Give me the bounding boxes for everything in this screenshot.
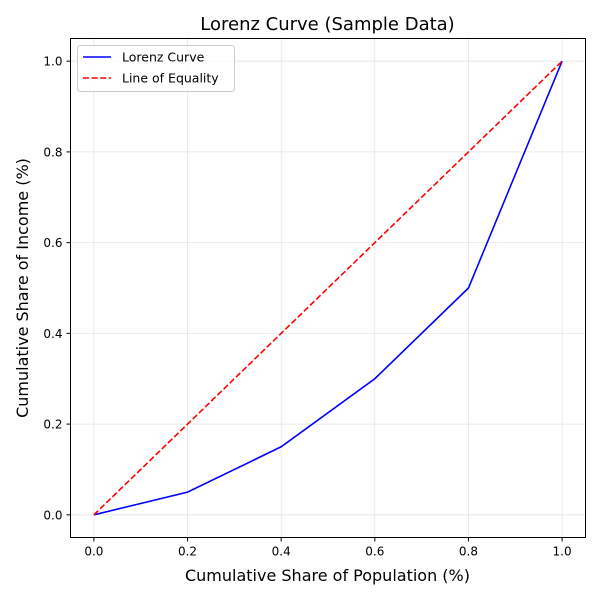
y-tick-label: 0.2 [43,418,62,432]
x-tick-label: 0.2 [178,545,197,559]
chart-title: Lorenz Curve (Sample Data) [200,14,454,35]
y-tick-label: 0.0 [43,508,62,522]
y-tick-label: 0.6 [43,236,62,250]
y-axis-label: Cumulative Share of Income (%) [13,158,32,418]
x-tick-label: 0.0 [84,545,103,559]
y-tick-label: 0.8 [43,145,62,159]
legend-label-0: Lorenz Curve [122,50,205,65]
y-tick-label: 0.4 [43,327,62,341]
x-tick-label: 0.8 [459,545,478,559]
x-tick-label: 0.6 [365,545,384,559]
x-axis-label: Cumulative Share of Population (%) [185,566,470,585]
legend-label-1: Line of Equality [122,71,219,86]
x-tick-label: 0.4 [272,545,291,559]
legend-box [77,45,235,92]
plot-frame [70,38,586,538]
legend: Lorenz Curve Line of Equality [77,45,235,92]
series-group [93,60,563,516]
ticks: 0.0 0.2 0.4 0.6 0.8 1.0 0.0 0.2 0.4 0.6 0.8 1.0 [43,55,571,559]
series-line-1 [93,60,563,516]
series-line-0 [93,60,563,516]
x-tick-label: 1.0 [553,545,572,559]
y-tick-label: 1.0 [43,55,62,69]
